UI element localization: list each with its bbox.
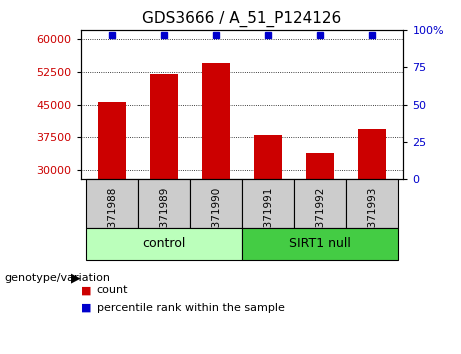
Text: ■: ■	[81, 285, 91, 295]
FancyBboxPatch shape	[242, 179, 294, 228]
Bar	[306, 153, 334, 179]
Text: count: count	[97, 285, 128, 295]
Text: genotype/variation: genotype/variation	[5, 273, 111, 283]
Text: GSM371988: GSM371988	[107, 186, 117, 250]
Text: GSM371991: GSM371991	[263, 186, 273, 250]
Text: GSM371989: GSM371989	[159, 186, 169, 250]
FancyBboxPatch shape	[190, 179, 242, 228]
FancyBboxPatch shape	[242, 228, 398, 260]
Bar	[358, 129, 386, 179]
FancyBboxPatch shape	[138, 179, 190, 228]
Text: ▶: ▶	[71, 272, 81, 284]
Text: GSM371990: GSM371990	[211, 186, 221, 250]
Text: GSM371992: GSM371992	[315, 186, 325, 250]
FancyBboxPatch shape	[86, 228, 242, 260]
Text: GSM371993: GSM371993	[367, 186, 377, 250]
Text: percentile rank within the sample: percentile rank within the sample	[97, 303, 285, 313]
FancyBboxPatch shape	[86, 179, 138, 228]
Bar	[202, 63, 230, 179]
Bar	[98, 102, 126, 179]
Bar	[254, 135, 282, 179]
Bar	[150, 74, 178, 179]
FancyBboxPatch shape	[346, 179, 398, 228]
FancyBboxPatch shape	[294, 179, 346, 228]
Text: control: control	[142, 238, 186, 250]
Text: ■: ■	[81, 303, 91, 313]
Text: SIRT1 null: SIRT1 null	[289, 238, 351, 250]
Title: GDS3666 / A_51_P124126: GDS3666 / A_51_P124126	[142, 11, 342, 27]
